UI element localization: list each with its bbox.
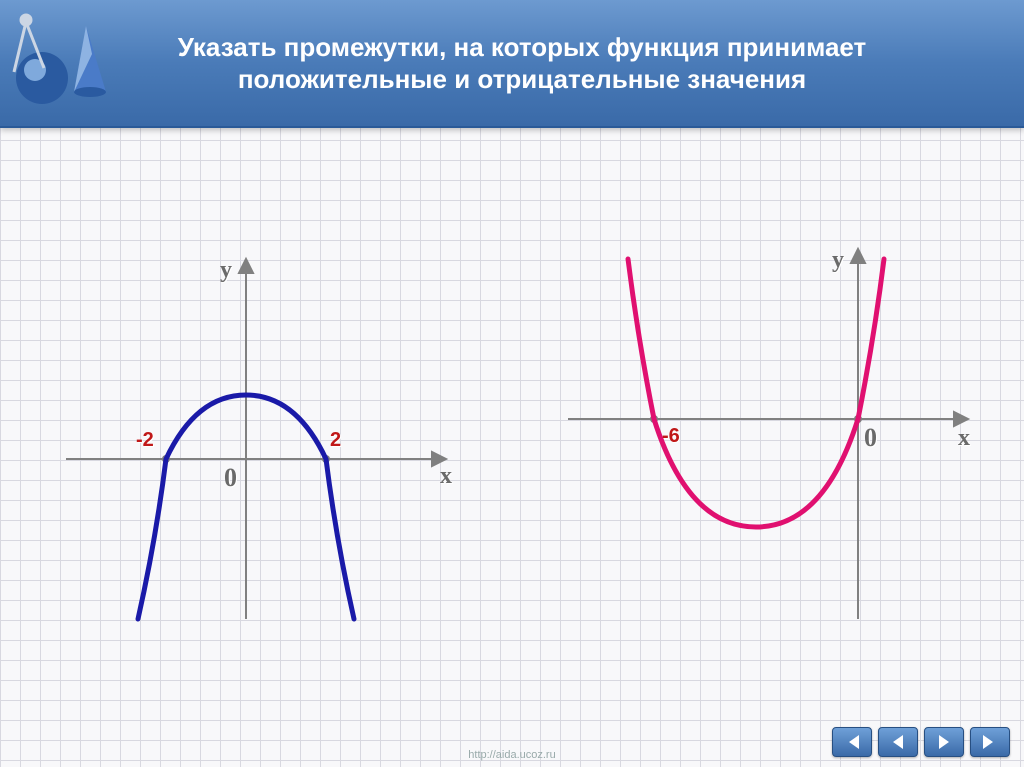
title-bar: Указать промежутки, на которых функция п… (0, 0, 1024, 128)
left-tick-minus2: -2 (136, 429, 154, 452)
right-x-axis-label: х (958, 425, 970, 452)
right-origin-label: 0 (864, 423, 877, 453)
credit-text: http://aida.ucoz.ru (468, 749, 555, 761)
left-x-axis-label: х (440, 463, 452, 490)
left-plot: у х 0 -2 2 (46, 219, 466, 639)
right-y-axis-label: у (832, 247, 844, 274)
nav-first-button[interactable] (832, 727, 872, 757)
decorative-math-icon (6, 4, 116, 114)
title-text: Указать промежутки, на которых функция п… (140, 31, 904, 96)
plots-area: у х 0 -2 2 у х 0 -6 (0, 150, 1024, 707)
left-origin-label: 0 (224, 463, 237, 493)
nav-last-button[interactable] (970, 727, 1010, 757)
left-y-axis-label: у (220, 257, 232, 284)
nav-buttons (832, 727, 1010, 757)
right-tick-minus6: -6 (662, 425, 680, 448)
left-tick-2: 2 (330, 429, 341, 452)
nav-prev-button[interactable] (878, 727, 918, 757)
nav-next-button[interactable] (924, 727, 964, 757)
right-plot: у х 0 -6 (558, 219, 978, 639)
